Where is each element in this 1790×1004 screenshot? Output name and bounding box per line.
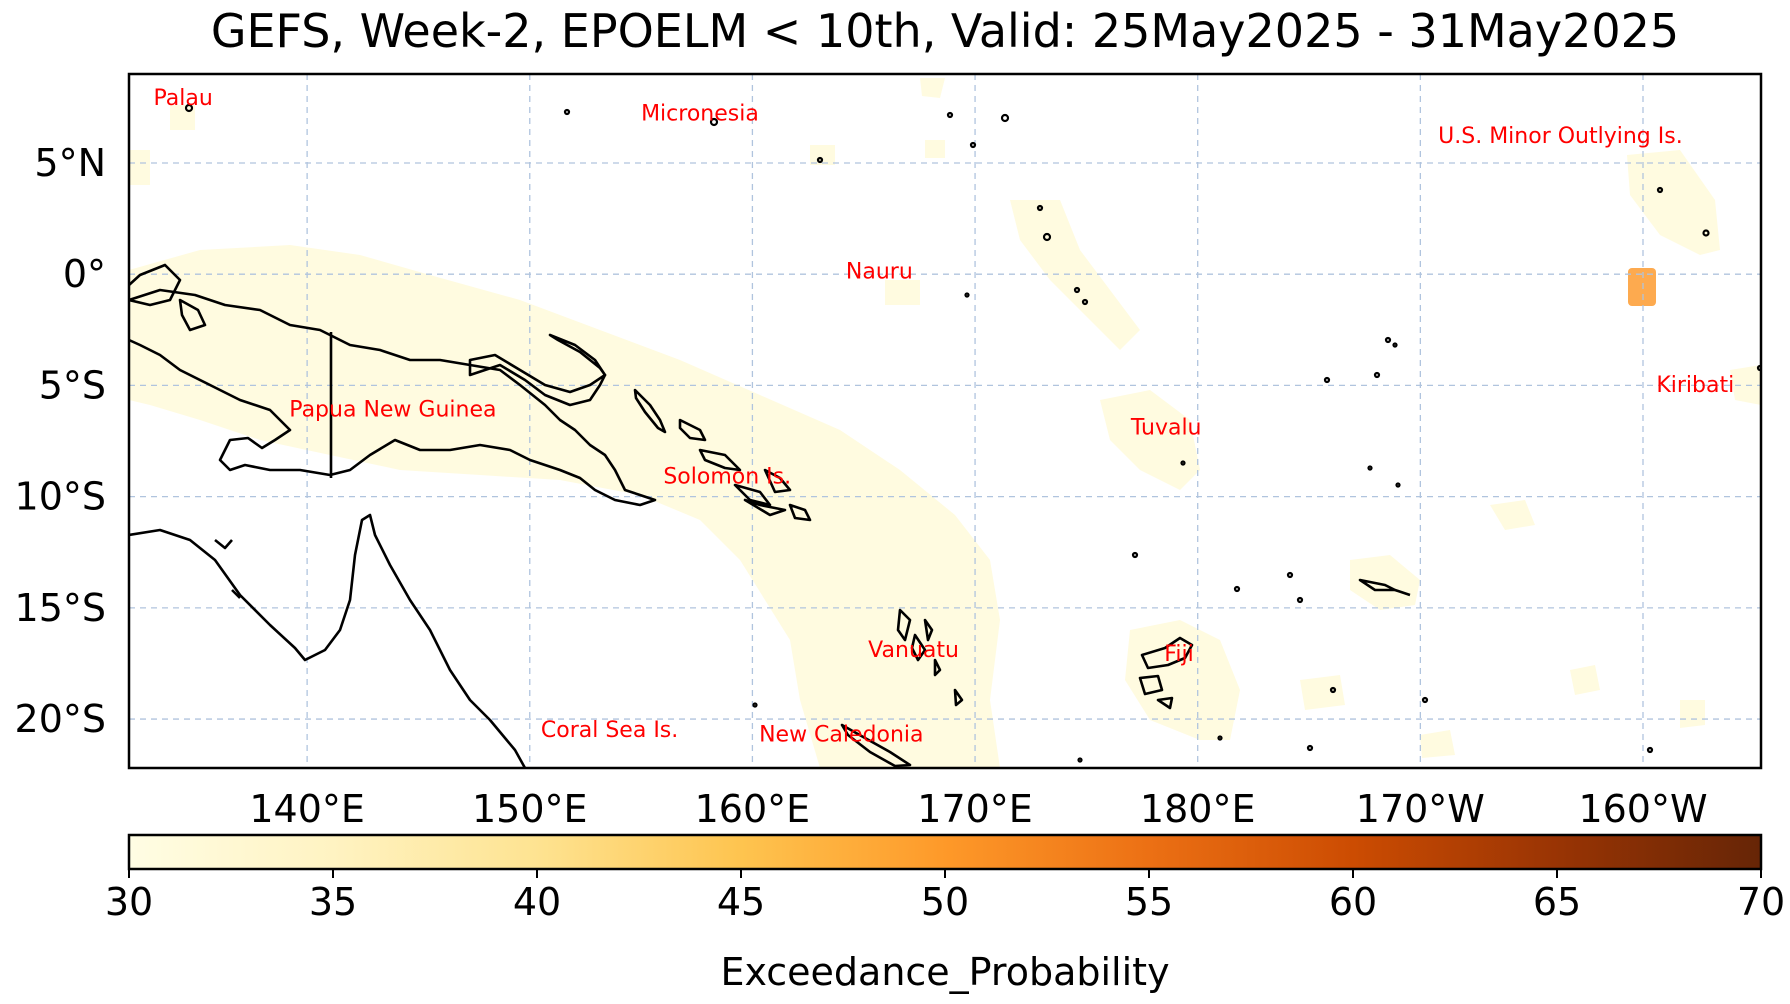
lon-tick-label: 180°E [1140, 787, 1256, 831]
probability-field [129, 78, 1761, 768]
map-frame [127, 72, 1763, 770]
colorbar-tick-label: 50 [921, 880, 969, 924]
small-islands [184, 103, 1761, 763]
colorbar-tick-label: 65 [1533, 880, 1581, 924]
lon-tick-label: 160°W [1578, 787, 1707, 831]
region-label: Fiji [1164, 642, 1193, 667]
lat-tick-label: 5°S [39, 363, 106, 407]
colorbar-label: Exceedance_Probability [720, 950, 1169, 994]
region-label: Vanuatu [868, 638, 959, 663]
region-label: Solomon Is. [663, 464, 791, 489]
region-labels: Palau Micronesia U.S. Minor Outlying Is. Na… [153, 86, 1734, 747]
colorbar-tick-label: 30 [105, 880, 153, 924]
region-label: Kiribati [1656, 373, 1734, 398]
colorbar-tick-label: 55 [1125, 880, 1173, 924]
lon-tick-label: 170°W [1356, 787, 1485, 831]
lat-tick-label: 20°S [15, 697, 106, 741]
coastlines [129, 263, 1411, 768]
lat-tick-label: 0° [63, 252, 106, 296]
region-label: U.S. Minor Outlying Is. [1438, 124, 1683, 149]
lat-tick-label: 15°S [15, 586, 106, 630]
region-label: Tuvalu [1130, 415, 1202, 440]
map-content: Palau Micronesia U.S. Minor Outlying Is. Na… [129, 74, 1761, 768]
lon-tick-label: 150°E [472, 787, 588, 831]
lon-tick-label: 170°E [917, 787, 1033, 831]
region-label: Palau [153, 86, 212, 111]
region-label: Papua New Guinea [289, 398, 496, 423]
map-title: GEFS, Week-2, EPOELM < 10th, Valid: 25Ma… [211, 4, 1679, 58]
lat-tick-label: 10°S [15, 475, 106, 519]
longitude-tick-labels: 140°E 150°E 160°E 170°E 180°E 170°W 160°W [249, 787, 1707, 831]
hotspot-cell [1628, 268, 1656, 306]
colorbar [127, 833, 1763, 871]
region-label: Coral Sea Is. [541, 718, 678, 743]
colorbar-tick-label: 35 [309, 880, 357, 924]
region-label: New Caledonia [759, 722, 923, 747]
lat-tick-label: 5°N [34, 141, 106, 185]
colorbar-tick-label: 45 [717, 880, 765, 924]
latitude-tick-labels: 5°N 0° 5°S 10°S 15°S 20°S [15, 141, 106, 741]
colorbar-tick-label: 40 [513, 880, 561, 924]
region-label: Nauru [846, 260, 913, 285]
colorbar-tick-label: 60 [1329, 880, 1377, 924]
colorbar-ticks: 30 35 40 45 50 55 60 65 70 [105, 869, 1785, 924]
lon-tick-label: 160°E [695, 787, 811, 831]
region-label: Micronesia [641, 102, 759, 127]
colorbar-tick-label: 70 [1737, 880, 1785, 924]
lon-tick-label: 140°E [249, 787, 365, 831]
gridlines [129, 74, 1761, 768]
